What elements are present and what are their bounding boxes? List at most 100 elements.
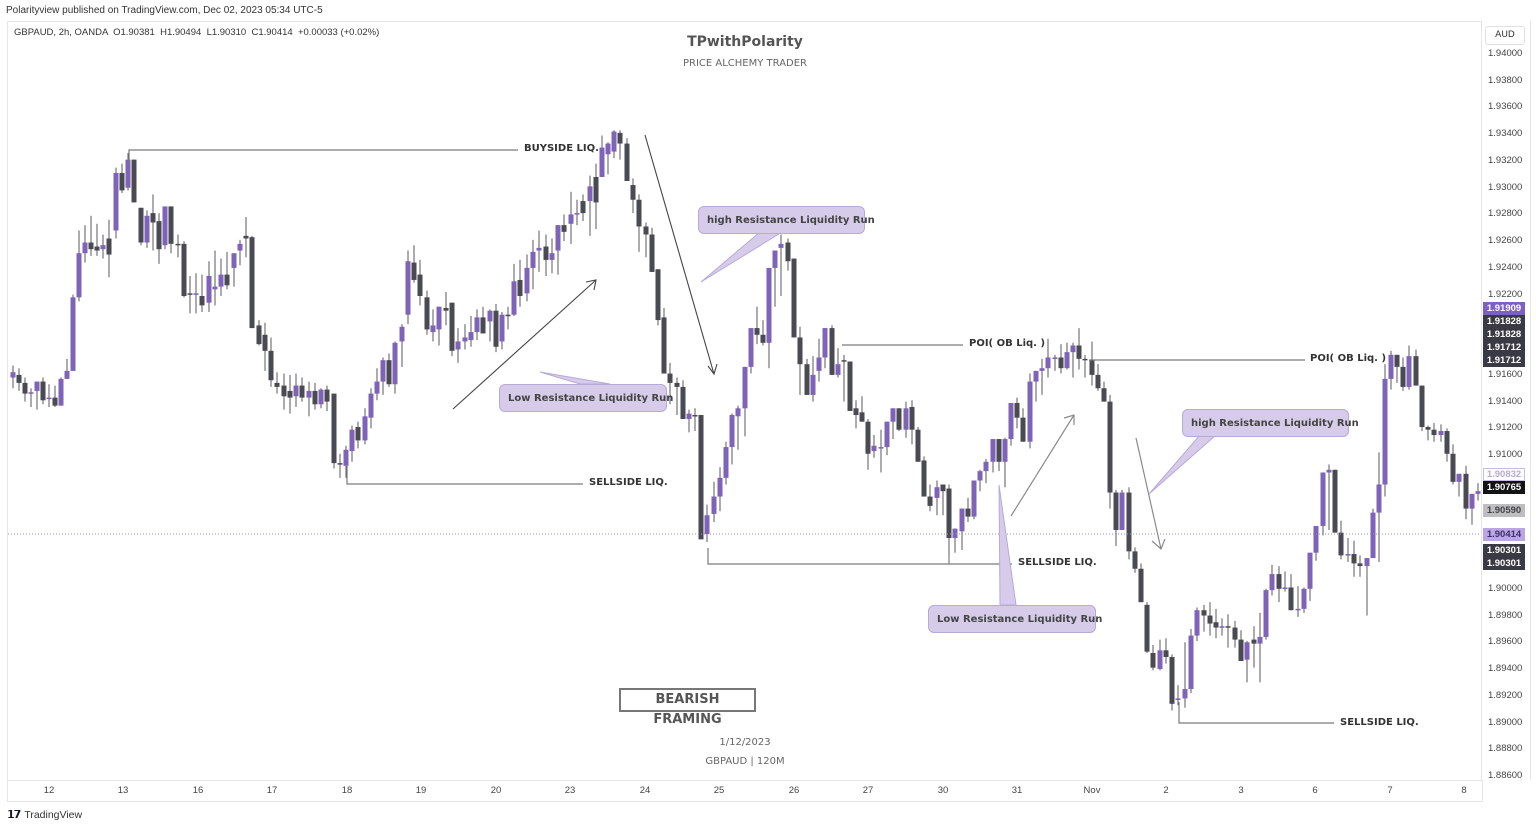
candle	[587, 186, 593, 202]
price-tick: 1.92400	[1488, 262, 1523, 273]
candle	[1002, 439, 1008, 462]
candlestick-series	[10, 130, 1481, 711]
price-tag: 1.91712	[1483, 341, 1525, 354]
candle	[1326, 469, 1332, 473]
candle	[443, 308, 449, 311]
candle	[1320, 472, 1326, 526]
price-tag: 1.91712	[1483, 354, 1525, 367]
candle	[343, 449, 349, 466]
candle	[611, 131, 617, 152]
candle	[1039, 368, 1045, 371]
price-tick: 1.89600	[1488, 636, 1523, 647]
price-tag: 1.91828	[1483, 328, 1525, 341]
candle	[1194, 610, 1200, 636]
sellside-liq-line-2	[707, 548, 1012, 565]
time-tick: 12	[43, 785, 55, 796]
candle	[977, 471, 983, 481]
candle	[237, 243, 243, 251]
candle	[1419, 385, 1425, 428]
candle	[52, 397, 58, 406]
candle	[605, 143, 611, 155]
candle	[1076, 345, 1082, 359]
level-label: SELLSIDE LIQ.	[1340, 717, 1419, 728]
candle	[946, 488, 952, 538]
candle	[175, 243, 181, 246]
candle	[1276, 574, 1282, 589]
candle	[1045, 357, 1051, 369]
time-tick: 19	[415, 785, 427, 796]
candle	[324, 389, 330, 402]
sellside-liq-line-3	[1178, 702, 1334, 724]
candle	[1438, 431, 1444, 436]
candle	[1027, 381, 1033, 442]
candle	[1301, 588, 1307, 609]
publish-line: Polarityview published on TradingView.co…	[6, 5, 323, 16]
price-tick: 1.88600	[1488, 770, 1523, 781]
candle	[231, 253, 237, 268]
time-axis[interactable]	[7, 780, 1483, 802]
candle	[797, 337, 803, 365]
candle	[890, 408, 896, 422]
candle	[131, 159, 137, 203]
candle	[959, 508, 965, 532]
buyside-liq-line	[128, 149, 518, 163]
candle	[399, 326, 405, 342]
time-tick: 18	[341, 785, 353, 796]
price-axis[interactable]	[1481, 21, 1531, 780]
level-label: SELLSIDE LIQ.	[589, 477, 668, 488]
time-tick: 24	[639, 785, 651, 796]
watermark-title: TPwithPolarity	[687, 34, 803, 50]
tradingview-logo[interactable]: 𝟭𝟳 TradingView	[7, 808, 83, 822]
bearish-framing-label: BEARISH FRAMING	[619, 688, 756, 727]
candle	[1213, 622, 1219, 628]
candle	[70, 297, 76, 371]
candle	[125, 159, 131, 188]
candle	[549, 253, 555, 260]
candle	[106, 238, 112, 255]
candle	[1225, 626, 1231, 628]
candle	[940, 484, 946, 492]
candle	[1400, 366, 1406, 387]
candle	[1307, 552, 1313, 589]
time-tick: 23	[564, 785, 576, 796]
candle	[1450, 453, 1456, 482]
candle	[430, 325, 436, 333]
candle	[624, 143, 630, 182]
candle	[1463, 473, 1469, 509]
candle	[686, 413, 692, 420]
price-tick: 1.91400	[1488, 396, 1523, 407]
candle	[1201, 610, 1207, 616]
tradingview-logo-icon: 𝟭𝟳	[7, 809, 21, 821]
candle	[499, 314, 505, 342]
candle	[1119, 492, 1125, 530]
candle	[1207, 615, 1213, 624]
candle	[1469, 493, 1475, 509]
candle	[661, 317, 667, 374]
candle	[599, 147, 605, 178]
candle	[138, 207, 144, 243]
candle	[1282, 587, 1288, 589]
time-tick: 25	[713, 785, 725, 796]
candle	[1475, 491, 1481, 494]
candle	[748, 328, 754, 367]
candle	[865, 421, 871, 454]
candle	[1169, 656, 1175, 704]
candle	[909, 406, 915, 430]
candle	[680, 386, 686, 420]
candle	[1132, 551, 1138, 569]
watermark-subtitle: PRICE ALCHEMY TRADER	[682, 58, 807, 69]
candle	[1370, 512, 1376, 559]
candle	[1444, 431, 1450, 454]
candle	[983, 461, 989, 472]
candle	[766, 267, 772, 343]
price-tick: 1.93400	[1488, 128, 1523, 139]
currency-button[interactable]: AUD	[1485, 26, 1525, 45]
price-tick: 1.89200	[1488, 690, 1523, 701]
level-lines	[128, 149, 1334, 724]
candle	[841, 360, 847, 362]
candle	[667, 373, 673, 383]
tradingview-logo-text: TradingView	[24, 808, 83, 821]
time-tick: 20	[490, 785, 502, 796]
candle	[64, 370, 70, 379]
